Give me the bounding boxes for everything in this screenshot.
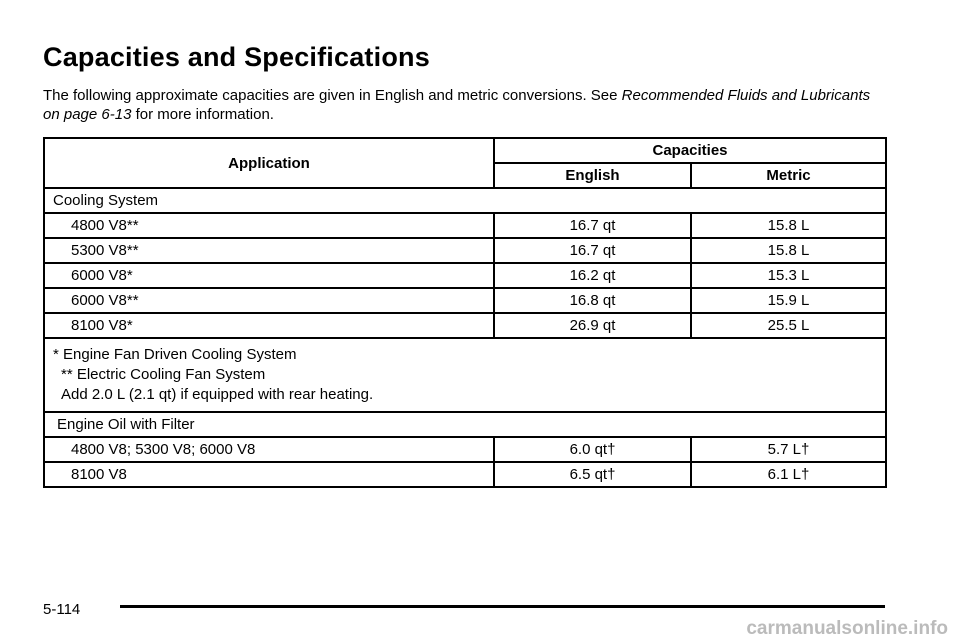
application-cell: 5300 V8**: [43, 237, 495, 264]
section-row: Cooling System: [42, 187, 888, 214]
capacity-cell: 6.1 L†: [689, 461, 888, 488]
intro: The following approximate capacities are…: [43, 86, 883, 124]
capacity-cell: 16.8 qt: [493, 287, 692, 314]
application-cell: 8100 V8*: [43, 312, 495, 339]
section-row: Engine Oil with Filter: [42, 411, 888, 438]
capacity-cell: 25.5 L: [689, 312, 888, 339]
header-cell: Capacities: [492, 137, 888, 164]
capacity-cell: 16.2 qt: [493, 262, 692, 289]
section-title: Cooling System: [42, 187, 888, 214]
application-cell: 4800 V8**: [43, 212, 495, 239]
notes-row: * Engine Fan Driven Cooling System ** Ele…: [42, 337, 888, 413]
watermark: carmanualsonline.info: [746, 618, 948, 639]
capacity-cell: 15.8 L: [689, 212, 888, 239]
capacity-cell: 6.5 qt†: [493, 461, 692, 488]
section-title: Engine Oil with Filter: [42, 411, 888, 438]
capacity-cell: 15.3 L: [689, 262, 888, 289]
data-row: 6000 V8* 16.2 qt 15.3 L: [43, 262, 888, 289]
capacity-cell: 15.9 L: [689, 287, 888, 314]
page-number: 5-114: [43, 601, 81, 618]
capacity-cell: 16.7 qt: [493, 237, 692, 264]
data-row: 4800 V8** 16.7 qt 15.8 L: [43, 212, 888, 239]
data-row: 8100 V8* 26.9 qt 25.5 L: [43, 312, 888, 339]
capacity-cell: 6.0 qt†: [493, 436, 692, 463]
note: * Engine Fan Driven Cooling System: [53, 346, 297, 363]
capacities-table: Application Capacities English Metric Cool…: [42, 137, 888, 488]
intro-text: The following approximate capacities are…: [43, 87, 622, 104]
header-cell: Application: [43, 137, 495, 189]
capacity-cell: 16.7 qt: [493, 212, 692, 239]
application-cell: 8100 V8: [43, 461, 495, 488]
data-row: 8100 V8 6.5 qt† 6.1 L†: [43, 461, 888, 488]
header-cell: Metric: [689, 162, 888, 189]
application-cell: 6000 V8**: [43, 287, 495, 314]
capacity-cell: 26.9 qt: [493, 312, 692, 339]
data-row: 6000 V8** 16.8 qt 15.9 L: [43, 287, 888, 314]
capacity-cell: 5.7 L†: [689, 436, 888, 463]
capacity-cell: 15.8 L: [689, 237, 888, 264]
intro-link[interactable]: Recommended Fluids and Lubricants on pag…: [43, 87, 871, 123]
note: Add 2.0 L (2.1 qt) if equipped with rear…: [61, 386, 374, 403]
header-cell: English: [493, 162, 692, 189]
note: ** Electric Cooling Fan System: [61, 366, 266, 383]
footer-rule: [120, 605, 885, 608]
application-cell: 4800 V8; 5300 V8; 6000 V8: [43, 436, 495, 463]
data-row: 4800 V8; 5300 V8; 6000 V8 6.0 qt† 5.7 L†: [43, 436, 888, 463]
intro-text: for more information.: [131, 106, 274, 123]
application-cell: 6000 V8*: [43, 262, 495, 289]
notes-cell: * Engine Fan Driven Cooling System ** Ele…: [42, 337, 888, 413]
data-row: 5300 V8** 16.7 qt 15.8 L: [43, 237, 888, 264]
page-title: Capacities and Specifications: [43, 42, 430, 72]
